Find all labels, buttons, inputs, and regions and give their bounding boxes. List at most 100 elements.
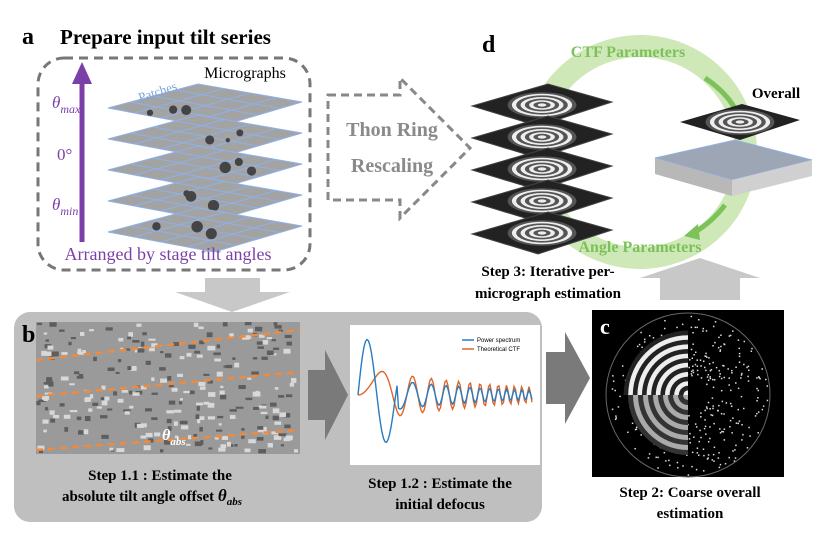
texture (69, 383, 75, 386)
texture (272, 347, 280, 350)
noise (700, 365, 702, 367)
noise (757, 411, 760, 413)
noise (765, 378, 767, 381)
texture (221, 435, 229, 440)
noise (756, 412, 758, 415)
texture (214, 436, 219, 440)
texture (247, 377, 252, 380)
texture (84, 416, 91, 422)
symbol: θ (218, 486, 227, 505)
noise (663, 327, 666, 330)
noise (747, 380, 750, 382)
texture (259, 426, 264, 430)
ctf-ring (735, 120, 745, 124)
noise (696, 365, 699, 367)
noise (695, 468, 698, 471)
noise (634, 428, 637, 431)
texture (194, 350, 201, 354)
texture (59, 329, 65, 332)
texture (88, 408, 93, 412)
texture (132, 340, 140, 343)
slab-side (732, 160, 812, 196)
noise (619, 395, 621, 398)
noise (746, 447, 749, 449)
texture (109, 447, 114, 451)
texture (244, 448, 251, 453)
texture (45, 339, 49, 342)
patch-grid (160, 185, 251, 212)
texture (183, 390, 190, 394)
texture (49, 410, 55, 415)
noise (677, 467, 679, 469)
texture (46, 377, 53, 380)
texture (168, 400, 176, 405)
texture (83, 429, 89, 435)
noise (735, 422, 738, 424)
noise (702, 330, 704, 332)
noise (706, 407, 708, 410)
texture (274, 387, 279, 390)
texture (124, 411, 130, 415)
noise (762, 405, 765, 407)
texture (117, 359, 122, 363)
particle (205, 135, 215, 145)
noise (756, 387, 758, 390)
noise (699, 429, 701, 432)
noise (743, 407, 745, 410)
texture (272, 415, 279, 421)
noise (697, 454, 700, 457)
texture (198, 326, 204, 330)
rescale-label: Rescaling (351, 155, 433, 177)
noise (704, 425, 707, 428)
rescale-label: Thon Ring (346, 119, 438, 141)
noise (690, 348, 693, 351)
noise (631, 422, 634, 425)
texture (43, 429, 47, 433)
noise (703, 366, 706, 369)
texture (63, 414, 71, 419)
noise (719, 432, 722, 434)
noise (690, 370, 693, 373)
texture (45, 351, 52, 356)
patch-grid (160, 123, 251, 150)
noise (682, 465, 684, 467)
texture (189, 390, 195, 395)
panel-letter: c (600, 314, 610, 339)
plot-line (357, 370, 533, 417)
ctf-plot: Power spectrum Theoretical CTF (350, 325, 540, 465)
noise (694, 363, 697, 366)
particle (246, 166, 257, 176)
texture (266, 350, 274, 355)
texture (206, 332, 213, 338)
texture (143, 445, 151, 451)
particle (169, 105, 178, 114)
noise (676, 461, 679, 464)
noise (697, 373, 699, 376)
noise (611, 408, 614, 411)
texture (196, 416, 205, 420)
texture (101, 385, 106, 390)
noise (758, 376, 760, 378)
texture (283, 437, 291, 442)
texture (159, 367, 166, 371)
noise (702, 470, 705, 472)
texture (60, 376, 69, 381)
noise (757, 432, 759, 434)
noise (735, 366, 737, 369)
plot-line (357, 338, 533, 444)
particle (152, 222, 161, 231)
noise (723, 365, 725, 367)
texture (210, 347, 214, 350)
texture (164, 440, 171, 445)
patch-grid (175, 213, 281, 233)
noise (720, 412, 723, 415)
texture (136, 323, 142, 327)
texture (127, 366, 132, 371)
texture (148, 347, 155, 352)
noise (723, 376, 725, 379)
noise (707, 379, 710, 382)
noise (638, 343, 641, 346)
texture (43, 332, 48, 335)
texture (142, 332, 147, 336)
panel-letter: d (482, 32, 496, 58)
